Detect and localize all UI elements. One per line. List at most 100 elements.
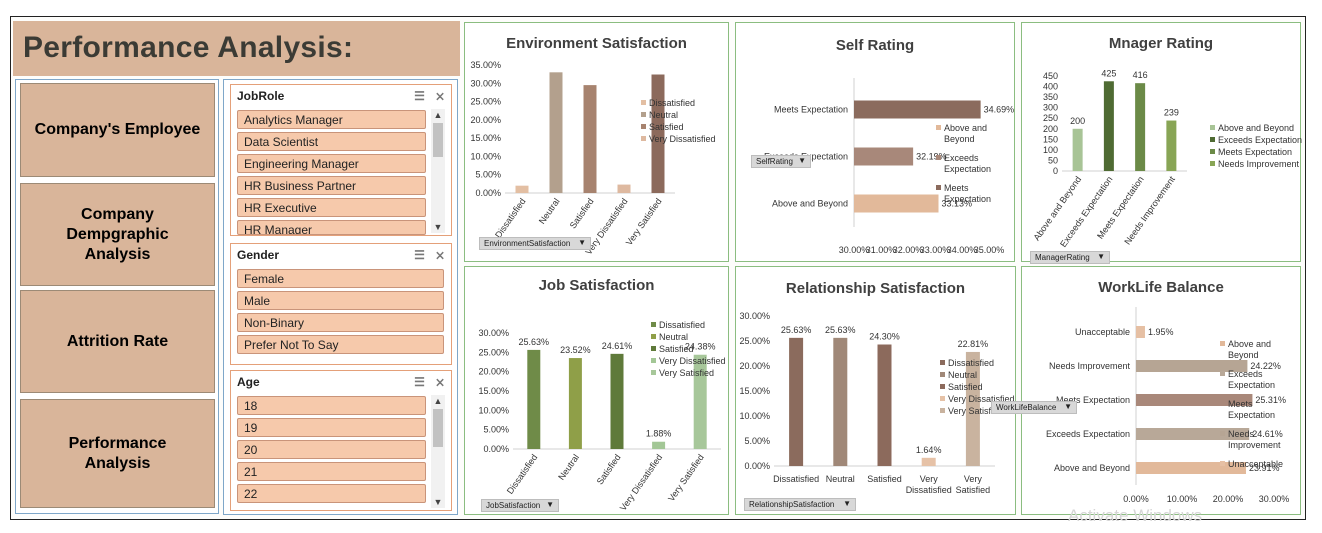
slicer-item[interactable]: HR Executive bbox=[237, 198, 426, 217]
y-tick-label: 350 bbox=[1043, 92, 1058, 102]
x-tick-label: Very bbox=[920, 474, 939, 484]
chart-svg: 0.00% 5.00% 10.00% 15.00% 20.00% 25.00% 30.00%… bbox=[739, 311, 1014, 495]
slicer-scrollbar[interactable]: ▲ ▼ bbox=[431, 395, 445, 508]
scroll-down-icon[interactable]: ▼ bbox=[433, 222, 443, 232]
self-rating-chart: Self Rating 30.00% 31.00% 32.00% 33.00% 34.0… bbox=[735, 22, 1015, 262]
multi-select-icon[interactable]: ☰ bbox=[414, 89, 425, 103]
legend-label: Dissatisfied bbox=[948, 358, 994, 368]
legend-label: Exceeds bbox=[1228, 369, 1263, 379]
slicer-item-label: Female bbox=[244, 272, 285, 286]
legend-swatch bbox=[936, 125, 941, 130]
slicer-item[interactable]: Female bbox=[237, 269, 444, 288]
y-tick-label: Above and Beyond bbox=[772, 199, 848, 209]
data-label: 25.31% bbox=[1255, 395, 1286, 405]
slicer-item[interactable]: Engineering Manager bbox=[237, 154, 426, 173]
slicer-header: JobRole ☰ ⨯ bbox=[231, 85, 451, 107]
slicer-item[interactable]: 21 bbox=[237, 462, 426, 481]
multi-select-icon[interactable]: ☰ bbox=[414, 248, 425, 262]
data-label: 1.95% bbox=[1148, 327, 1174, 337]
y-tick-label: 15.00% bbox=[470, 133, 501, 143]
bar bbox=[854, 100, 981, 119]
slicer-item[interactable]: Data Scientist bbox=[237, 132, 426, 151]
chart-title: Self Rating bbox=[835, 37, 915, 54]
slicer-header: Age ☰ ⨯ bbox=[231, 371, 451, 393]
field-filter-button[interactable]: EnvironmentSatisfaction ▼ bbox=[479, 237, 591, 250]
slicer-item[interactable]: Non-Binary bbox=[237, 313, 444, 332]
y-tick-label: 30.00% bbox=[739, 311, 770, 321]
slicer-scrollbar[interactable]: ▲ ▼ bbox=[431, 109, 445, 233]
slicer-item-label: Data Scientist bbox=[244, 135, 319, 149]
bar bbox=[693, 354, 707, 449]
clear-filter-icon[interactable]: ⨯ bbox=[434, 375, 445, 389]
slicer-title: JobRole bbox=[237, 89, 285, 103]
dropdown-arrow-icon: ▼ bbox=[1064, 402, 1072, 411]
y-tick-label: 450 bbox=[1043, 71, 1058, 81]
y-tick-label: Unacceptable bbox=[1075, 327, 1130, 337]
slicer-item[interactable]: 19 bbox=[237, 418, 426, 437]
x-tick-label: Very Satisfied bbox=[666, 452, 706, 503]
slicer-item-label: Analytics Manager bbox=[244, 113, 343, 127]
slicer-item[interactable]: HR Manager bbox=[237, 220, 426, 235]
field-filter-button[interactable]: WorkLifeBalance ▼ bbox=[991, 401, 1077, 414]
scroll-up-icon[interactable]: ▲ bbox=[433, 396, 443, 406]
slicer-item[interactable]: Prefer Not To Say bbox=[237, 335, 444, 354]
slicer-title: Age bbox=[237, 375, 260, 389]
y-tick-label: Meets Expectation bbox=[774, 105, 848, 115]
bar bbox=[1072, 128, 1083, 171]
nav-label: Company's Employee bbox=[34, 121, 201, 138]
slicer-item[interactable]: 18 bbox=[237, 396, 426, 415]
legend-swatch bbox=[940, 396, 945, 401]
relationship-satisfaction-chart: Relationship Satisfaction 0.00% 5.00% 10.0… bbox=[735, 266, 1016, 515]
clear-filter-icon[interactable]: ⨯ bbox=[434, 89, 445, 103]
data-label: 24.61% bbox=[602, 341, 633, 351]
nav-demographic-analysis-button[interactable]: Company Dempgraphic Analysis bbox=[20, 183, 215, 286]
data-label: 33.13% bbox=[942, 199, 973, 209]
clear-filter-icon[interactable]: ⨯ bbox=[434, 248, 445, 262]
field-filter-button[interactable]: ManagerRating ▼ bbox=[1030, 251, 1110, 264]
slicer-item[interactable]: Analytics Manager bbox=[237, 110, 426, 129]
legend-label: Dissatisfied bbox=[649, 98, 695, 108]
legend-label: Exceeds bbox=[944, 153, 979, 163]
legend-label: Neutral bbox=[948, 370, 977, 380]
legend-swatch bbox=[641, 136, 646, 141]
bar bbox=[854, 194, 939, 213]
bar bbox=[610, 353, 624, 449]
x-tick-label: Satisfied bbox=[595, 452, 623, 486]
data-label: 34.69% bbox=[984, 105, 1015, 115]
multi-select-icon[interactable]: ☰ bbox=[414, 375, 425, 389]
slicer-item-label: 19 bbox=[244, 421, 258, 435]
y-tick-label: 35.00% bbox=[470, 60, 501, 70]
x-tick-label: Neutral bbox=[556, 452, 581, 482]
field-filter-button[interactable]: SelfRating ▼ bbox=[751, 155, 811, 168]
scroll-down-icon[interactable]: ▼ bbox=[433, 497, 443, 507]
bar bbox=[1136, 326, 1145, 338]
slicer-item[interactable]: Male bbox=[237, 291, 444, 310]
legend-swatch bbox=[1220, 341, 1225, 346]
x-tick-label: 0.00% bbox=[1123, 494, 1149, 504]
slicer-item-label: HR Manager bbox=[244, 223, 313, 235]
y-tick-label: 10.00% bbox=[739, 411, 770, 421]
slicer-item[interactable]: 22 bbox=[237, 484, 426, 503]
data-label: 425 bbox=[1101, 68, 1116, 78]
nav-attrition-rate-button[interactable]: Attrition Rate bbox=[20, 290, 215, 393]
bar bbox=[921, 457, 936, 466]
scroll-thumb[interactable] bbox=[433, 123, 443, 157]
bar bbox=[877, 344, 892, 466]
nav-company-employee-button[interactable]: Company's Employee bbox=[20, 83, 215, 177]
field-filter-button[interactable]: JobSatisfaction ▼ bbox=[481, 499, 559, 512]
chart-title: Job Satisfaction bbox=[538, 277, 655, 294]
legend-label: Meets Expectation bbox=[1218, 147, 1292, 157]
chart-svg: 0.00% 5.00% 10.00% 15.00% 20.00% 25.00% 30.00%… bbox=[470, 60, 716, 257]
x-tick-label: Very bbox=[964, 474, 983, 484]
scroll-thumb[interactable] bbox=[433, 409, 443, 447]
scroll-up-icon[interactable]: ▲ bbox=[433, 110, 443, 120]
y-tick-label: Meets Expectation bbox=[1056, 395, 1130, 405]
legend-label: Very Dissatisfied bbox=[649, 134, 716, 144]
data-label: 25.63% bbox=[825, 325, 856, 335]
x-tick-label: Dissatisfied bbox=[773, 474, 819, 484]
nav-performance-analysis-button[interactable]: Performance Analysis bbox=[20, 399, 215, 508]
field-filter-button[interactable]: RelationshipSatisfaction ▼ bbox=[744, 498, 856, 511]
legend-label: Satisfied bbox=[649, 122, 684, 132]
slicer-item[interactable]: 20 bbox=[237, 440, 426, 459]
slicer-item[interactable]: HR Business Partner bbox=[237, 176, 426, 195]
